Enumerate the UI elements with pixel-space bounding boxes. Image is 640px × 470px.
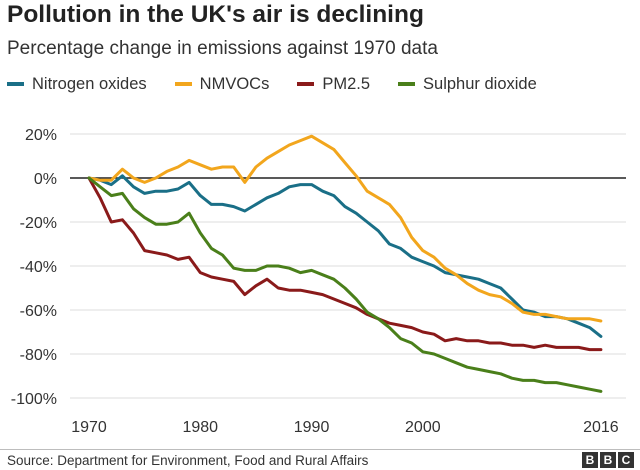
x-tick-label: 1980 <box>182 419 218 436</box>
x-tick-label: 1990 <box>294 419 330 436</box>
series-line-nitrogen-oxides <box>87 174 603 338</box>
legend-label: PM2.5 <box>322 74 371 93</box>
series-line-pm2-5 <box>87 176 603 352</box>
chart-subtitle: Percentage change in emissions against 1… <box>7 38 438 59</box>
x-tick-label: 2000 <box>405 419 441 436</box>
bbc-logo-letter: B <box>600 452 616 468</box>
series-line-nmvocs <box>87 134 603 323</box>
x-tick-label: 1970 <box>71 419 107 436</box>
y-tick-label: -80% <box>20 347 57 364</box>
legend-swatch <box>398 82 416 86</box>
y-tick-label: -20% <box>20 215 57 232</box>
bbc-logo: B B C <box>580 452 634 468</box>
legend-swatch <box>297 82 315 86</box>
y-tick-label: -100% <box>11 391 57 408</box>
footer-divider <box>0 449 640 450</box>
y-tick-label: 0% <box>34 171 57 188</box>
legend-item-nmvocs: NMVOCs <box>174 74 270 94</box>
y-tick-label: -40% <box>20 259 57 276</box>
source-note: Source: Department for Environment, Food… <box>7 453 369 468</box>
y-tick-label: -60% <box>20 303 57 320</box>
legend-label: Nitrogen oxides <box>32 74 147 93</box>
legend-swatch <box>7 82 24 86</box>
line-chart: 20% 0% -20% -40% -60% -80% -100% 1970 1980 1990 20… <box>11 127 626 436</box>
legend-item-nitrogen-oxides: Nitrogen oxides <box>7 75 147 94</box>
legend-swatch <box>174 82 192 86</box>
bbc-logo-letter: C <box>618 452 634 468</box>
legend: Nitrogen oxides NMVOCs PM2.5 Sulphur dio… <box>7 73 565 95</box>
legend-label: NMVOCs <box>199 74 270 93</box>
legend-item-pm25: PM2.5 <box>297 75 370 94</box>
series-line-sulphur-dioxide <box>87 176 603 393</box>
x-tick-label: 2016 <box>583 419 619 436</box>
legend-item-sulphur-dioxide: Sulphur dioxide <box>398 75 537 94</box>
bbc-logo-letter: B <box>582 452 598 468</box>
chart-title: Pollution in the UK's air is declining <box>7 1 424 28</box>
legend-label: Sulphur dioxide <box>423 74 537 93</box>
y-tick-label: 20% <box>25 127 57 144</box>
